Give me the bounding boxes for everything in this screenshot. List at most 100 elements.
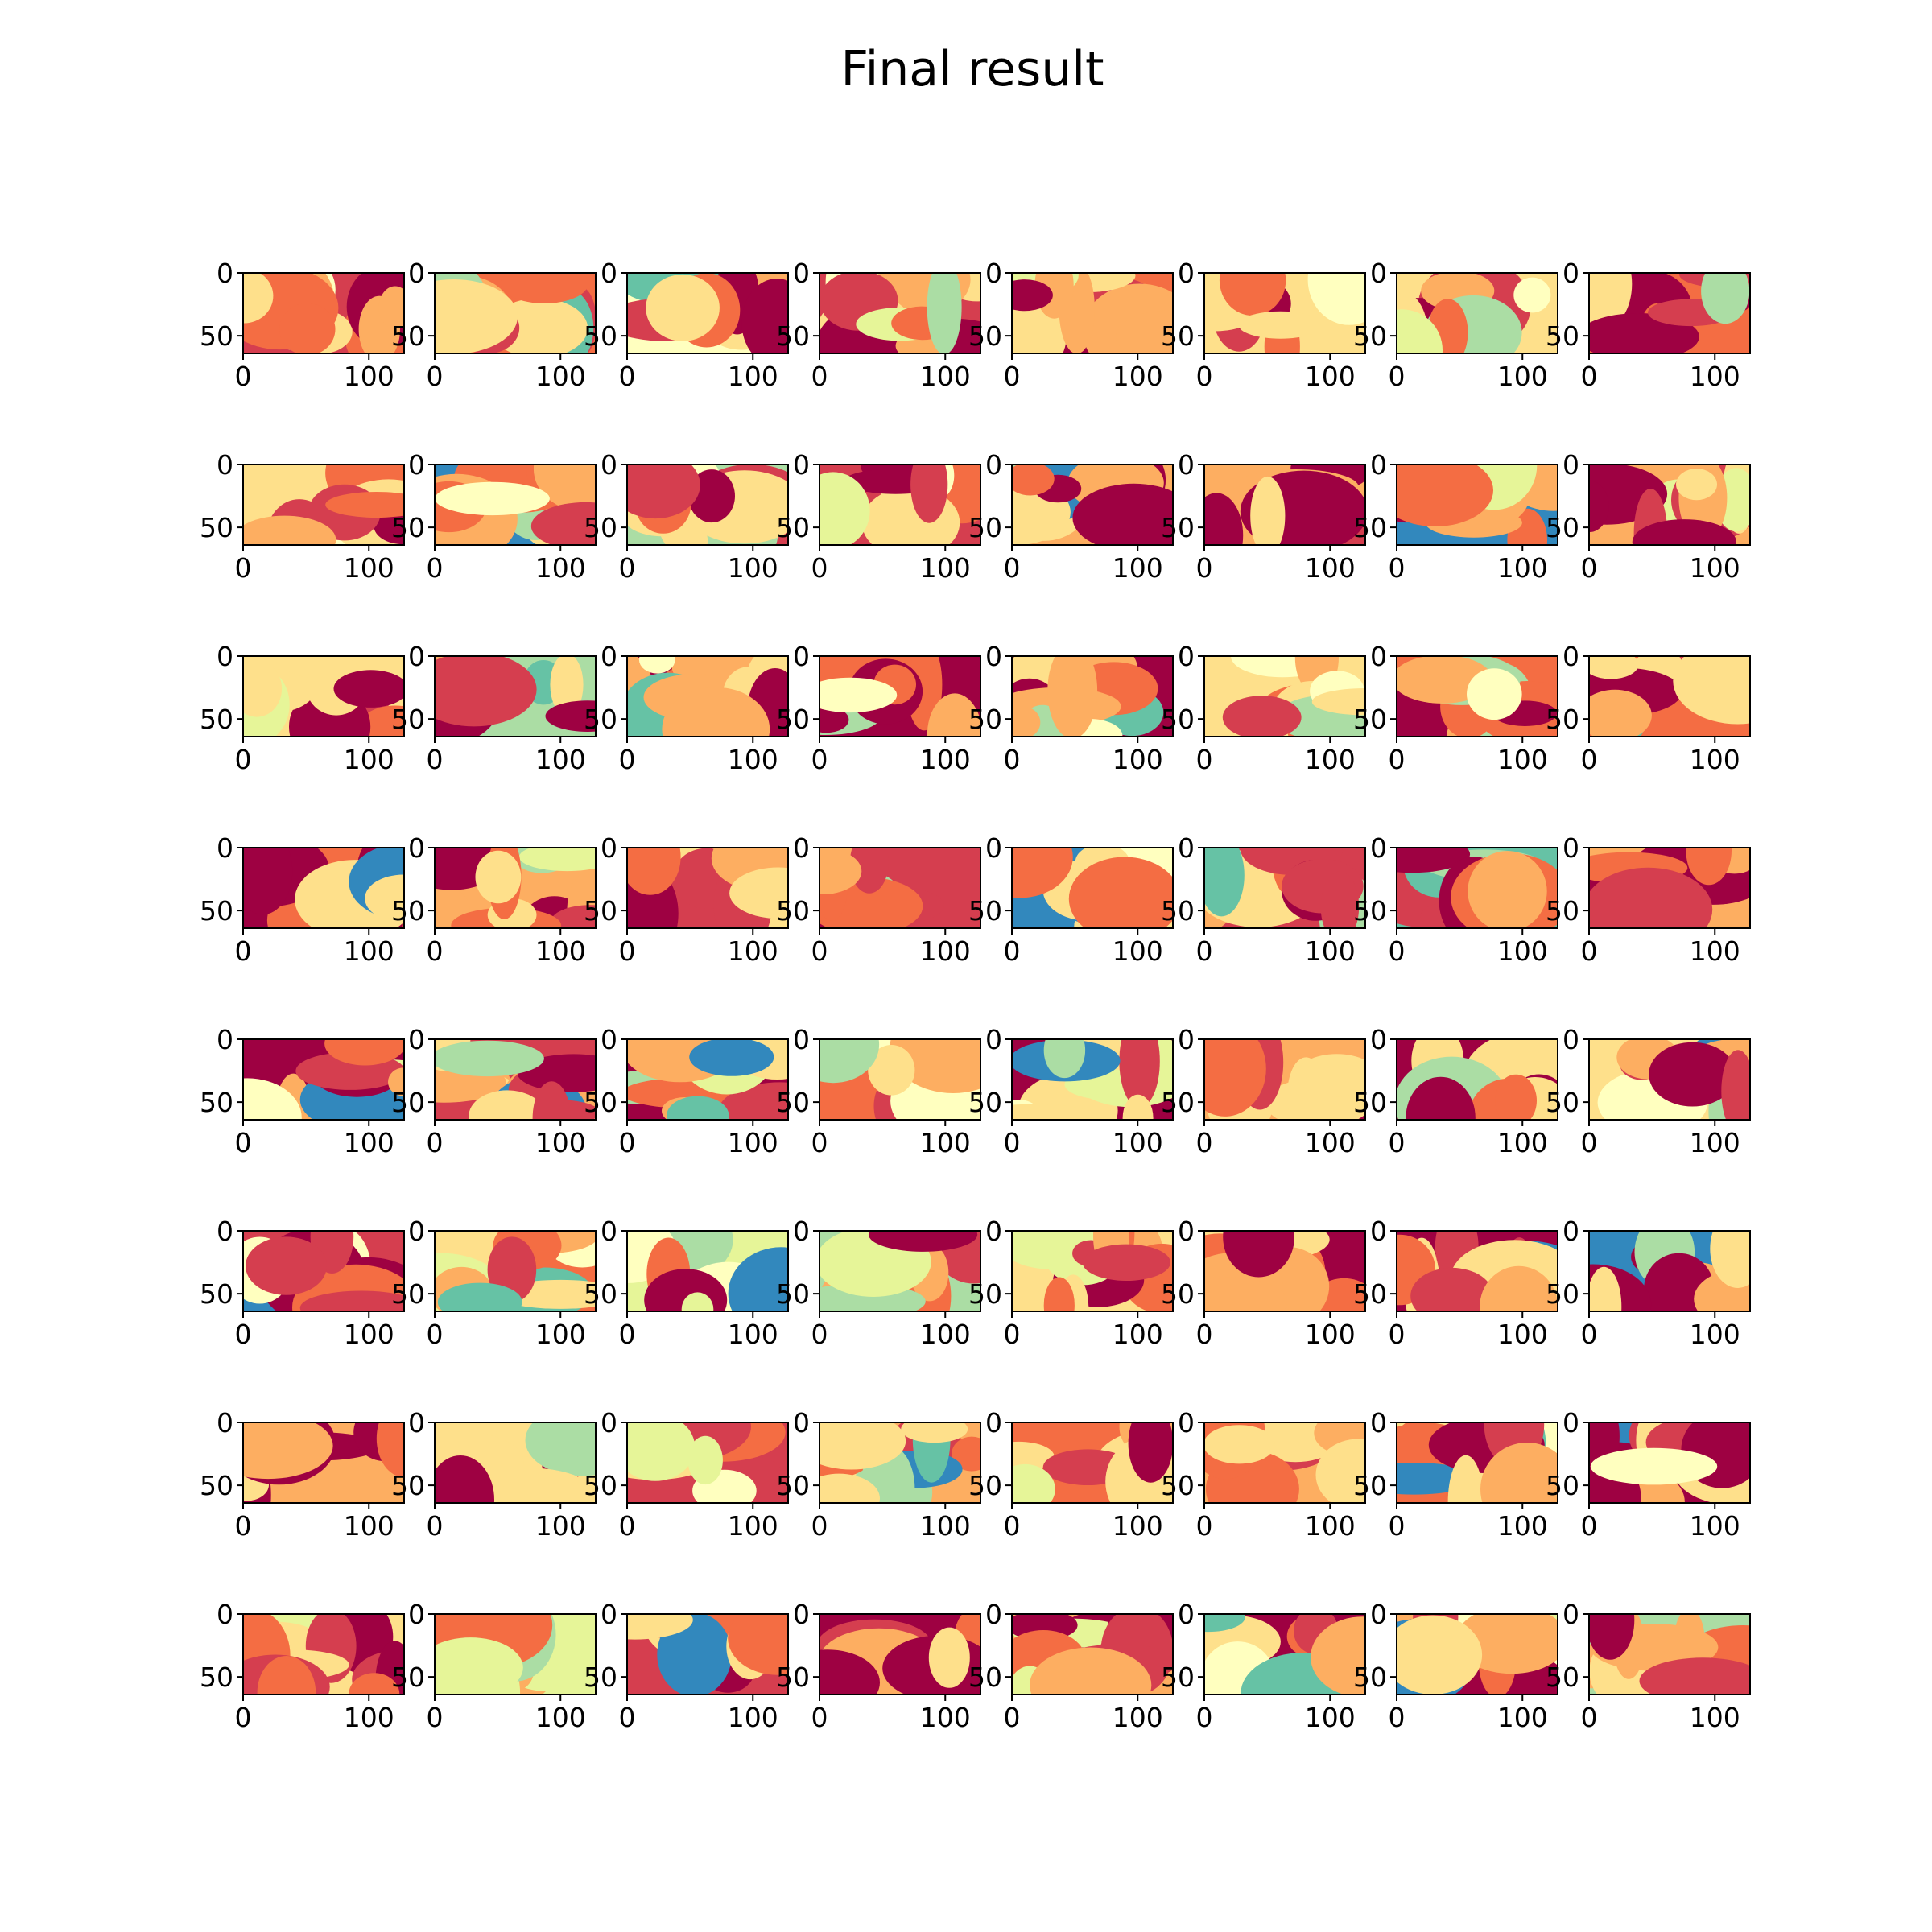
y-tick-label: 0 [793,832,810,864]
image-region [1589,867,1713,928]
axes-frame [1588,464,1751,546]
x-tick-label: 100 [344,1702,394,1733]
y-tick-label: 0 [408,1599,425,1630]
image-region [627,1422,696,1481]
y-tick-label: 50 [391,1278,425,1310]
panel-image [435,1231,596,1311]
x-tick-label: 0 [1004,361,1021,392]
axes-frame [1011,655,1174,737]
image-region [243,660,283,717]
image-region [1012,279,1053,312]
axes-frame [242,1230,405,1312]
axes-frame [1011,1038,1174,1121]
y-tick-label: 0 [1178,449,1195,481]
axes-frame [434,464,597,546]
x-tick-label: 0 [1389,1702,1406,1733]
x-tick-label: 0 [1581,1510,1598,1542]
x-tick-label: 0 [427,1510,444,1542]
axes-frame [1396,847,1558,929]
y-tick-label: 50 [1353,1470,1387,1501]
panel-image [1204,656,1365,737]
panel-image [1204,1614,1365,1695]
x-tick-label: 100 [1113,744,1163,775]
image-region [667,1096,729,1120]
x-tick-label: 100 [728,1319,778,1350]
y-tick-label: 0 [985,449,1002,481]
image-region [365,874,404,923]
x-tick-label: 0 [235,744,252,775]
x-tick-label: 0 [1196,1702,1213,1733]
y-tick-label: 50 [584,1278,617,1310]
y-tick-label: 0 [601,1407,617,1439]
panel-image [1012,273,1173,353]
x-tick-label: 100 [1497,935,1548,967]
panel-image [627,1422,788,1503]
x-tick-label: 100 [344,361,394,392]
axes-frame [242,1038,405,1121]
y-tick-label: 0 [1178,641,1195,672]
x-tick-label: 0 [619,1702,636,1733]
image-region [627,848,681,895]
x-tick-label: 0 [1196,1510,1213,1542]
y-tick-label: 0 [1370,1216,1387,1247]
x-tick-label: 100 [920,744,971,775]
panel-image [243,1039,404,1120]
y-tick-label: 50 [200,1470,233,1501]
y-tick-label: 50 [584,1662,617,1693]
x-tick-label: 100 [1690,744,1740,775]
panel-image [1012,656,1173,737]
y-tick-label: 50 [584,320,617,352]
x-tick-label: 100 [1690,552,1740,584]
image-region [1721,1050,1750,1120]
x-tick-label: 100 [1690,361,1740,392]
x-tick-label: 0 [1581,744,1598,775]
y-tick-label: 50 [776,512,810,543]
image-region [868,1045,915,1096]
axes-frame [819,1613,981,1695]
image-region [324,1039,404,1066]
y-tick-label: 0 [985,641,1002,672]
x-tick-label: 100 [728,935,778,967]
x-tick-label: 100 [1113,935,1163,967]
image-region [1012,1104,1099,1120]
image-region [530,502,596,545]
axes-frame [1011,272,1174,354]
x-tick-label: 0 [1004,1319,1021,1350]
image-region [1397,1615,1483,1695]
panel-image [1397,848,1558,928]
y-tick-label: 50 [776,704,810,735]
y-tick-label: 0 [985,1599,1002,1630]
image-region [246,1236,327,1295]
y-tick-label: 0 [601,641,617,672]
y-tick-label: 50 [968,320,1002,352]
x-tick-label: 0 [811,1319,828,1350]
axes-frame [242,655,405,737]
image-region [435,1637,523,1695]
y-tick-label: 0 [217,258,233,289]
x-tick-label: 0 [811,1702,828,1733]
axes-frame [1588,1422,1751,1504]
x-tick-label: 100 [1305,935,1356,967]
y-tick-label: 50 [1546,895,1579,927]
axes-frame [242,1613,405,1695]
y-tick-label: 50 [200,1662,233,1693]
y-tick-label: 50 [776,895,810,927]
x-tick-label: 0 [1389,361,1406,392]
axes-frame [1203,1038,1366,1121]
x-tick-label: 0 [427,744,444,775]
image-region [349,1673,400,1695]
x-tick-label: 0 [1196,935,1213,967]
